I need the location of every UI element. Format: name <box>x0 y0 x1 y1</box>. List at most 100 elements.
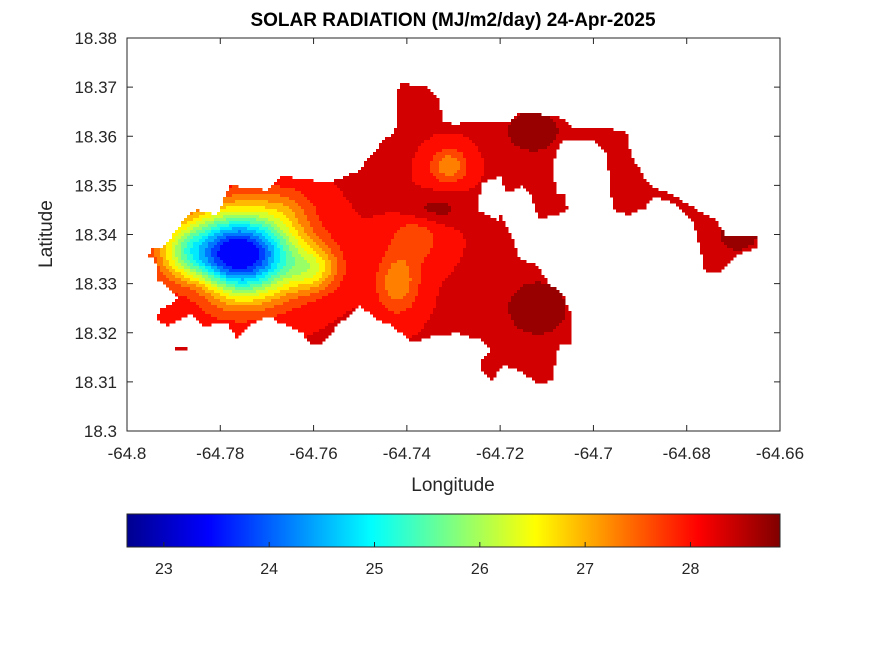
heat-cell <box>211 227 215 231</box>
heat-cell <box>448 128 452 132</box>
heat-cell <box>187 236 191 240</box>
heat-cell <box>586 131 590 135</box>
heat-cell <box>421 212 425 216</box>
heat-cell <box>274 200 278 204</box>
heat-cell <box>400 110 404 114</box>
heat-cell <box>382 257 386 261</box>
heat-cell <box>433 122 437 126</box>
heat-cell <box>520 113 524 117</box>
heat-cell <box>286 242 290 246</box>
heat-cell <box>433 209 437 213</box>
heat-cell <box>394 149 398 153</box>
heat-cell <box>241 239 245 243</box>
heat-cell <box>484 149 488 153</box>
heat-cell <box>313 212 317 216</box>
heat-cell <box>493 257 497 261</box>
heat-cell <box>406 242 410 246</box>
heat-cell <box>544 143 548 147</box>
heat-cell <box>454 212 458 216</box>
heat-cell <box>373 182 377 186</box>
heat-cell <box>340 224 344 228</box>
heat-cell <box>274 254 278 258</box>
heat-cell <box>415 194 419 198</box>
heat-cell <box>400 158 404 162</box>
heat-cell <box>373 191 377 195</box>
heat-cell <box>412 146 416 150</box>
heat-cell <box>466 254 470 258</box>
heat-cell <box>352 248 356 252</box>
heat-cell <box>181 260 185 264</box>
heat-cell <box>436 143 440 147</box>
heat-cell <box>199 215 203 219</box>
heat-cell <box>217 257 221 261</box>
heat-cell <box>445 122 449 126</box>
heat-cell <box>409 170 413 174</box>
heat-cell <box>478 128 482 132</box>
heat-cell <box>442 230 446 234</box>
heat-cell <box>442 221 446 225</box>
heat-cell <box>448 158 452 162</box>
heat-cell <box>241 194 245 198</box>
heat-cell <box>577 137 581 141</box>
heat-cell <box>175 245 179 249</box>
heat-cell <box>568 137 572 141</box>
heat-cell <box>724 257 728 261</box>
heat-cell <box>487 215 491 219</box>
heat-cell <box>325 197 329 201</box>
heat-cell <box>709 224 713 228</box>
heat-cell <box>319 263 323 267</box>
heat-cell <box>247 233 251 237</box>
heat-cell <box>424 110 428 114</box>
heat-cell <box>412 215 416 219</box>
heat-cell <box>229 245 233 249</box>
heat-cell <box>448 140 452 144</box>
heat-cell <box>421 191 425 195</box>
heat-cell <box>478 143 482 147</box>
heat-cell <box>622 179 626 183</box>
heat-cell <box>430 146 434 150</box>
heat-cell <box>343 254 347 258</box>
heat-cell <box>406 83 410 87</box>
heat-cell <box>547 149 551 153</box>
heat-cell <box>463 143 467 147</box>
heat-cell <box>505 152 509 156</box>
heat-cell <box>652 191 656 195</box>
heat-cell <box>223 224 227 228</box>
heat-cell <box>466 227 470 231</box>
heat-cell <box>322 197 326 201</box>
heat-cell <box>541 191 545 195</box>
heat-cell <box>514 140 518 144</box>
heat-cell <box>439 113 443 117</box>
heat-cell <box>508 185 512 189</box>
heat-cell <box>628 185 632 189</box>
heat-cell <box>211 251 215 255</box>
heat-cell <box>388 242 392 246</box>
heat-cell <box>346 194 350 198</box>
heat-cell <box>400 119 404 123</box>
heat-cell <box>511 167 515 171</box>
heat-cell <box>202 239 206 243</box>
heat-cell <box>250 263 254 267</box>
heat-cell <box>295 260 299 264</box>
heat-cell <box>466 197 470 201</box>
heat-cell <box>340 251 344 255</box>
heat-cell <box>343 218 347 222</box>
heat-cell <box>619 173 623 177</box>
heat-cell <box>265 194 269 198</box>
heat-cell <box>478 233 482 237</box>
heat-cell <box>190 263 194 267</box>
heat-cell <box>598 128 602 132</box>
heat-cell <box>517 143 521 147</box>
heat-cell <box>391 242 395 246</box>
heat-cell <box>451 179 455 183</box>
heat-cell <box>526 158 530 162</box>
heat-cell <box>235 254 239 258</box>
heat-cell <box>658 194 662 198</box>
heat-cell <box>604 137 608 141</box>
heat-cell <box>439 122 443 126</box>
heat-cell <box>391 140 395 144</box>
heat-cell <box>196 230 200 234</box>
heat-cell <box>367 158 371 162</box>
heat-cell <box>442 197 446 201</box>
heat-cell <box>349 263 353 267</box>
